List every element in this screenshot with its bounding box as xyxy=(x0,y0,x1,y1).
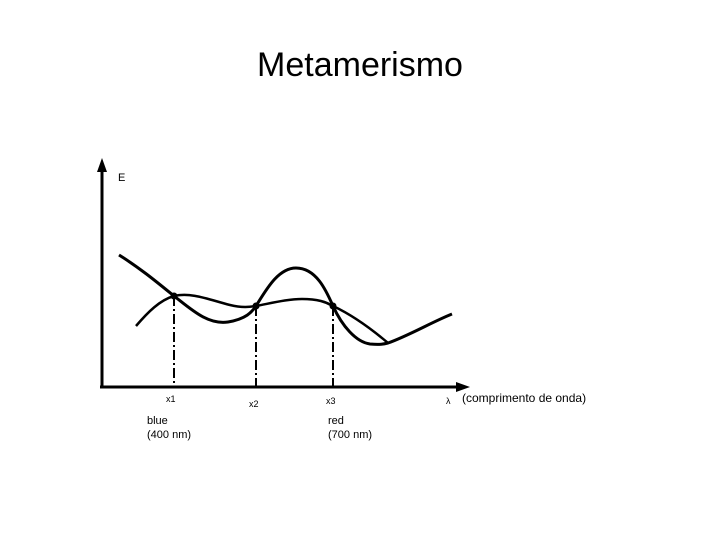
marker-x3-label: x3 xyxy=(326,396,336,406)
marker-x1-label: x1 xyxy=(166,394,176,404)
intersection-dot-x3 xyxy=(329,302,337,310)
x-axis-symbol: λ xyxy=(446,396,451,406)
marker-x3-sublabel: red xyxy=(328,415,344,427)
marker-x3-sublabel2: (700 nm) xyxy=(328,429,372,441)
slide-title: Metamerismo xyxy=(257,46,463,84)
marker-x1-sublabel2: (400 nm) xyxy=(147,429,191,441)
y-axis-arrow-icon xyxy=(97,158,107,172)
marker-x1-sublabel: blue xyxy=(147,415,168,427)
intersection-dot-x1 xyxy=(170,292,178,300)
y-axis-label: E xyxy=(118,172,125,184)
x-axis-label: (comprimento de onda) xyxy=(462,391,586,405)
marker-x2-label: x2 xyxy=(249,399,259,409)
spectrum-curve-1 xyxy=(118,253,453,346)
intersection-dot-x2 xyxy=(252,302,260,310)
x-axis-arrow-icon xyxy=(456,382,470,392)
